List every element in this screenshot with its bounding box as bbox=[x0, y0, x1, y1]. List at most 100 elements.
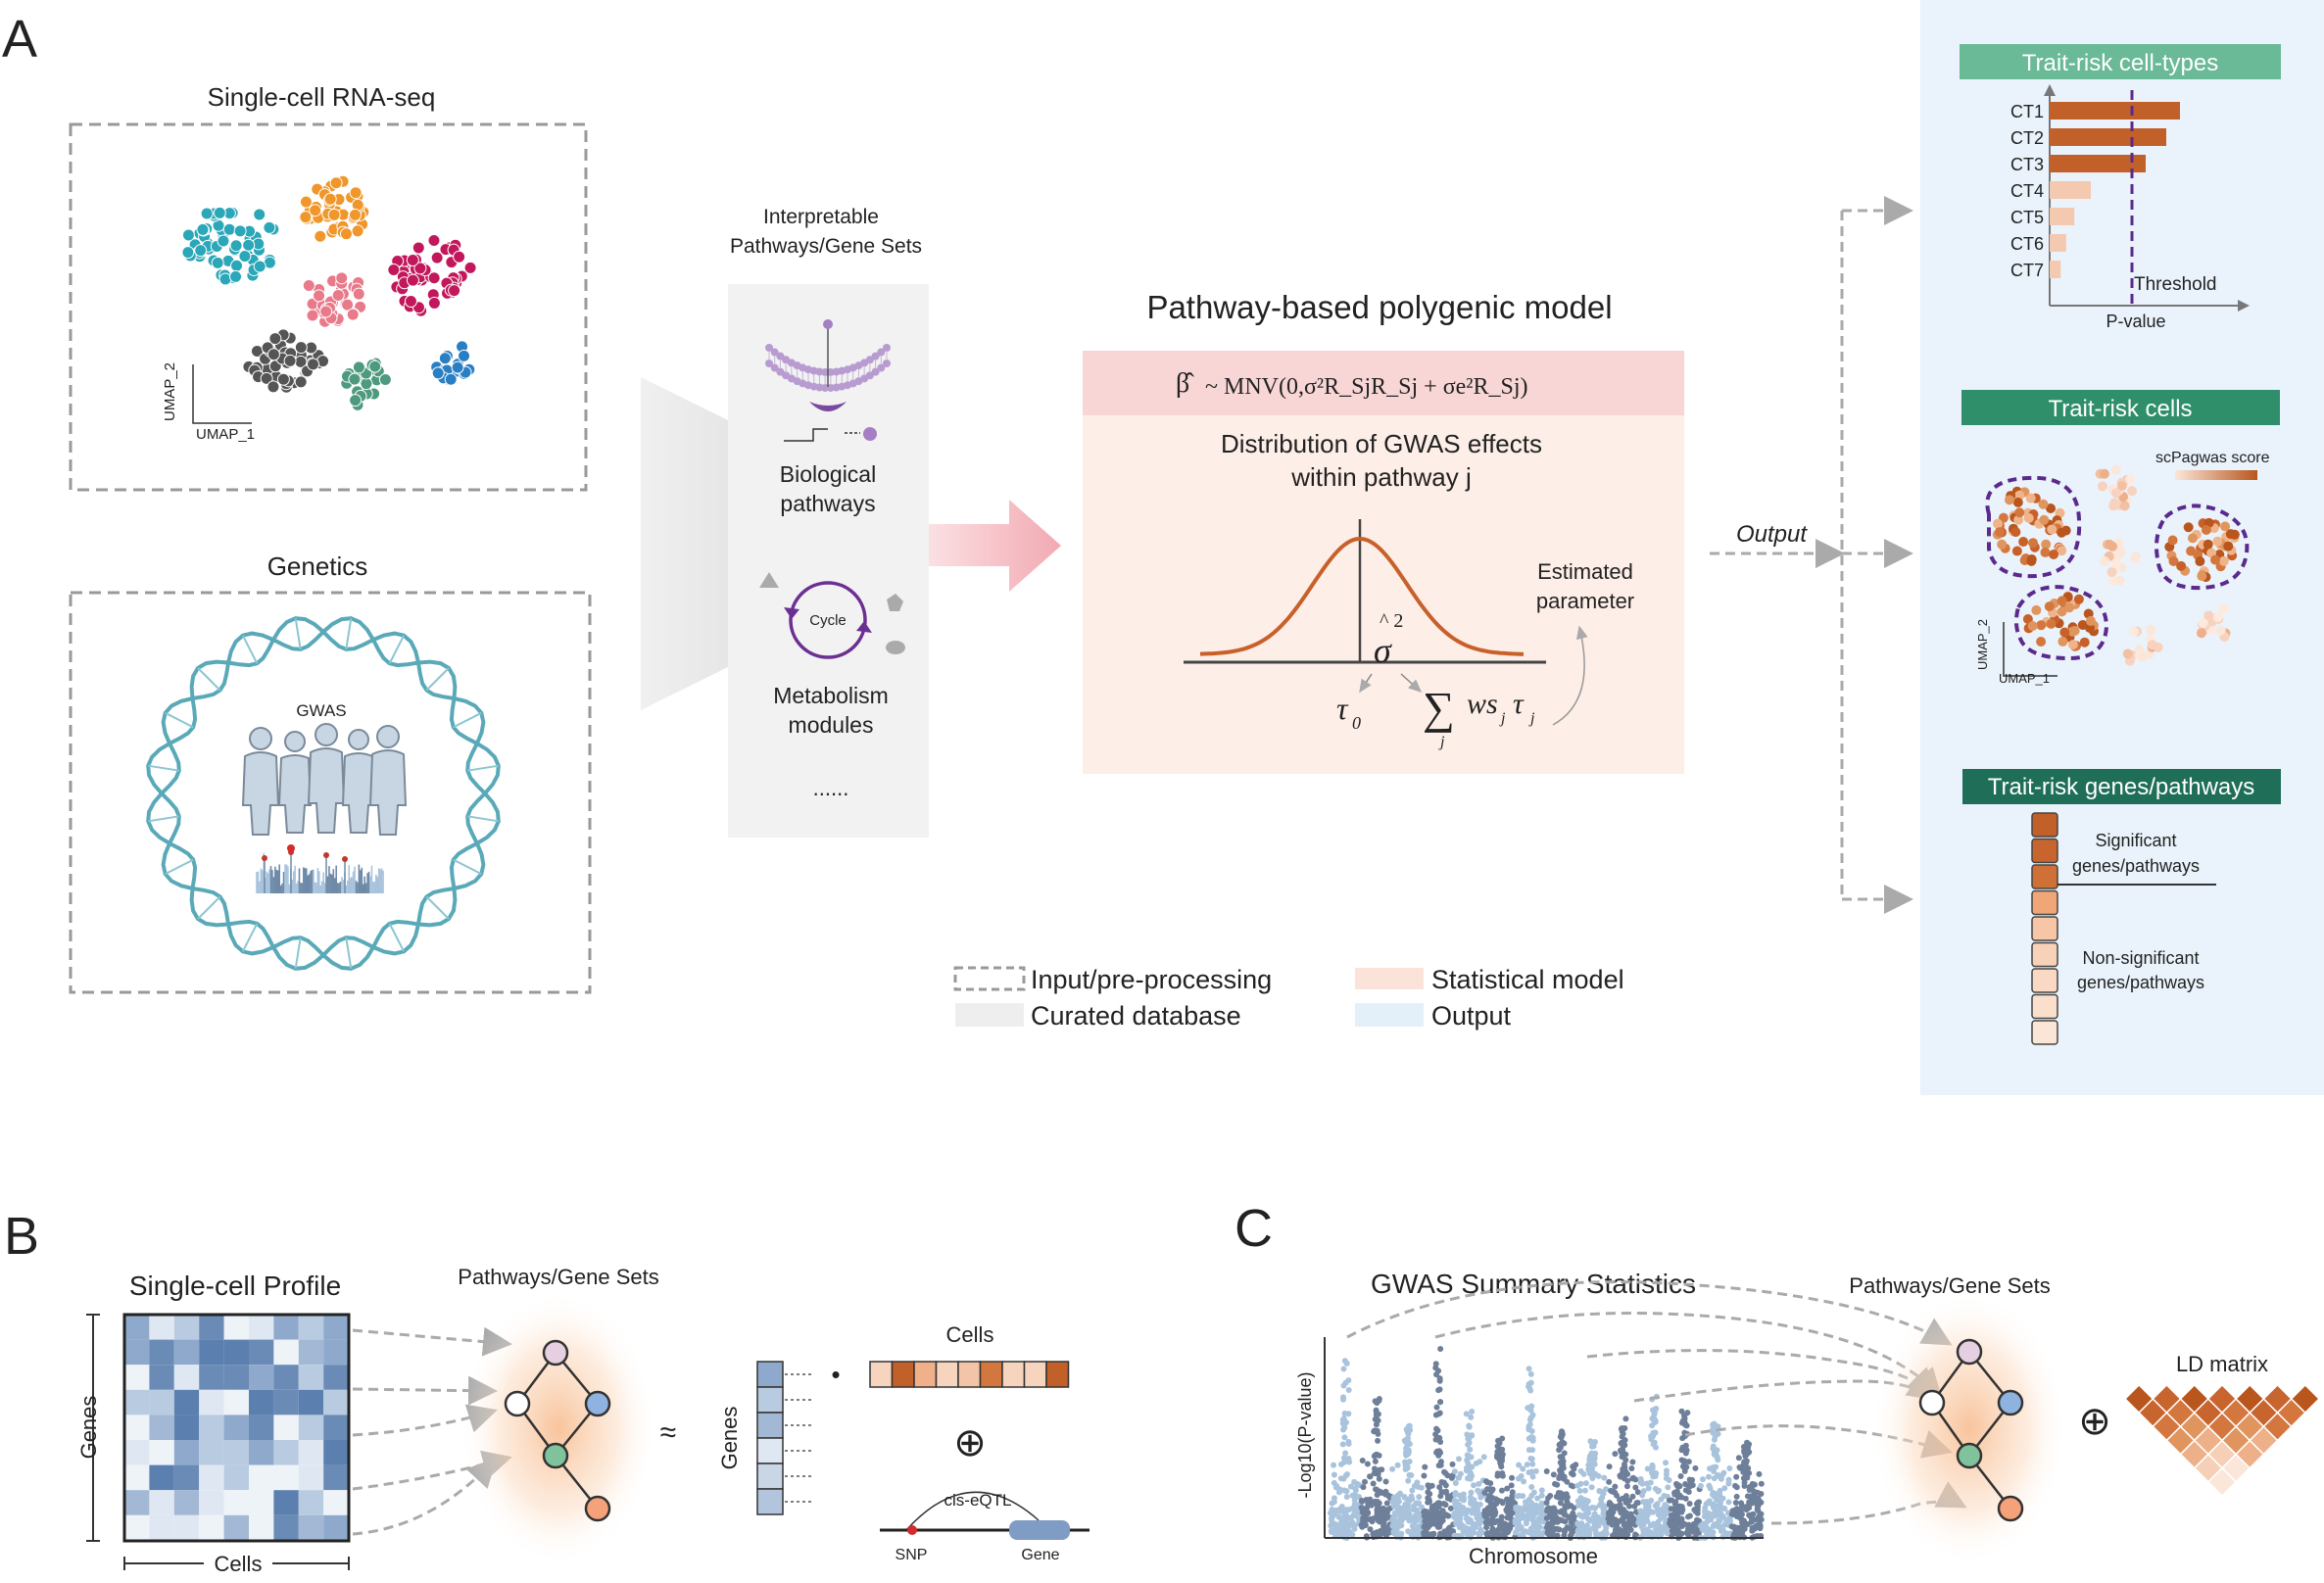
genetics-box bbox=[69, 591, 592, 994]
manhattan-point bbox=[1340, 1475, 1347, 1482]
manhattan-point bbox=[1664, 1509, 1670, 1515]
manhattan-point bbox=[1682, 1487, 1689, 1494]
manhattan-point bbox=[1339, 1396, 1346, 1403]
manhattan-point bbox=[1421, 1472, 1428, 1479]
manhattan-point bbox=[1465, 1435, 1472, 1442]
manhattan-point bbox=[1345, 1455, 1352, 1462]
manhattan-point bbox=[1610, 1507, 1617, 1513]
manhattan-point bbox=[1711, 1428, 1718, 1435]
manhattan-point bbox=[1601, 1519, 1608, 1526]
manhattan-point bbox=[1757, 1525, 1764, 1532]
manhattan-point bbox=[1586, 1517, 1593, 1524]
umap-point bbox=[229, 269, 243, 283]
manhattan-point bbox=[1713, 1491, 1719, 1498]
heatmap-cell bbox=[249, 1415, 274, 1440]
umap-point bbox=[348, 372, 362, 386]
risk-cell-point bbox=[2026, 555, 2037, 566]
manhattan-point bbox=[1476, 1480, 1482, 1487]
manhattan-point bbox=[1676, 1492, 1683, 1499]
umap-point bbox=[181, 228, 195, 242]
manhattan-point bbox=[1364, 1461, 1371, 1467]
manhattan-point bbox=[1358, 1497, 1365, 1504]
manhattan-point bbox=[1737, 1513, 1744, 1520]
c-pathway-network bbox=[1918, 1338, 2024, 1522]
heatmap-cell bbox=[199, 1464, 224, 1491]
manhattan-point bbox=[1402, 1459, 1409, 1465]
manhattan-point bbox=[1426, 1496, 1432, 1503]
manhattan-point bbox=[1674, 1528, 1681, 1535]
manhattan-point bbox=[1527, 1370, 1534, 1377]
manhattan-point bbox=[1624, 1531, 1631, 1538]
umap-point bbox=[314, 229, 327, 243]
manhattan-point bbox=[1383, 1500, 1390, 1507]
manhattan-point bbox=[1443, 1511, 1450, 1518]
umap-point bbox=[306, 309, 319, 322]
heatmap-cell bbox=[323, 1389, 349, 1415]
manhattan-point bbox=[1483, 1531, 1490, 1538]
heatmap-cell bbox=[323, 1440, 349, 1465]
manhattan-point bbox=[1601, 1530, 1608, 1537]
nonsig-2: genes/pathways bbox=[2077, 973, 2204, 992]
manhattan-point bbox=[1515, 1475, 1522, 1482]
manhattan-point bbox=[1349, 1531, 1356, 1538]
sum-tau-sub: j bbox=[1528, 710, 1535, 727]
expression-heatmap bbox=[122, 1313, 351, 1543]
manhattan-point bbox=[1609, 1521, 1616, 1528]
manhattan-point bbox=[1612, 1483, 1619, 1490]
manhattan-point bbox=[1534, 1495, 1541, 1502]
manhattan-point bbox=[1740, 1444, 1747, 1451]
manhattan-point bbox=[1467, 1494, 1474, 1501]
manhattan-point bbox=[1629, 1459, 1636, 1465]
manhattan-point bbox=[1374, 1427, 1380, 1434]
manhattan-point bbox=[1746, 1511, 1753, 1518]
risk-cell-point bbox=[2127, 486, 2138, 497]
risk-cell-point bbox=[1994, 527, 2005, 538]
pvalue-label: P-value bbox=[2106, 312, 2165, 331]
manhattan-point bbox=[1382, 1514, 1389, 1521]
manhattan-point bbox=[1491, 1511, 1498, 1518]
manhattan-point bbox=[1608, 1487, 1615, 1494]
manhattan-point bbox=[1689, 1482, 1696, 1489]
ld-title: LD matrix bbox=[2176, 1352, 2268, 1376]
manhattan-point bbox=[1518, 1525, 1525, 1532]
manhattan-point bbox=[1505, 1528, 1512, 1535]
manhattan-point bbox=[1364, 1505, 1371, 1511]
celltypes-header bbox=[1960, 44, 2281, 79]
manhattan-point bbox=[1736, 1507, 1743, 1513]
manhattan-point bbox=[1618, 1425, 1624, 1432]
manhattan-point bbox=[1652, 1418, 1659, 1425]
umap-axes bbox=[192, 364, 252, 424]
model-box bbox=[1083, 351, 1684, 774]
manhattan-point bbox=[1472, 1523, 1478, 1530]
risk-cell-point bbox=[2220, 521, 2231, 532]
b-network-glow bbox=[460, 1291, 656, 1565]
manhattan-point bbox=[1360, 1514, 1367, 1521]
risk-cell-point bbox=[2073, 594, 2084, 604]
manhattan-point bbox=[1557, 1516, 1564, 1523]
heatmap-cell bbox=[199, 1514, 224, 1541]
cells-axis-label: Cells bbox=[215, 1552, 263, 1576]
umap-point bbox=[427, 296, 441, 310]
manhattan-point bbox=[1351, 1522, 1358, 1529]
manhattan-point bbox=[1557, 1469, 1564, 1476]
manhattan-point bbox=[1557, 1500, 1564, 1507]
umap-point bbox=[351, 224, 364, 238]
risk-cell-point bbox=[2218, 555, 2229, 566]
gene-vector-cell bbox=[756, 1437, 784, 1464]
manhattan-point bbox=[1731, 1509, 1738, 1515]
manhattan-point bbox=[1465, 1460, 1472, 1466]
heatmap-cell bbox=[273, 1389, 299, 1415]
risk-cell-point bbox=[2168, 555, 2179, 566]
heatmap-cell bbox=[149, 1389, 174, 1415]
manhattan-point bbox=[1751, 1481, 1758, 1488]
gene-cell bbox=[2031, 812, 2058, 838]
umap-point bbox=[378, 372, 392, 386]
risk-cell-point bbox=[2059, 627, 2070, 638]
manhattan-point bbox=[1468, 1414, 1475, 1420]
manhattan-point bbox=[1394, 1508, 1401, 1514]
risk-cell-point bbox=[2225, 529, 2236, 540]
umap-point bbox=[453, 250, 466, 264]
heatmap-cell bbox=[199, 1415, 224, 1440]
gene-cell bbox=[2031, 838, 2058, 864]
